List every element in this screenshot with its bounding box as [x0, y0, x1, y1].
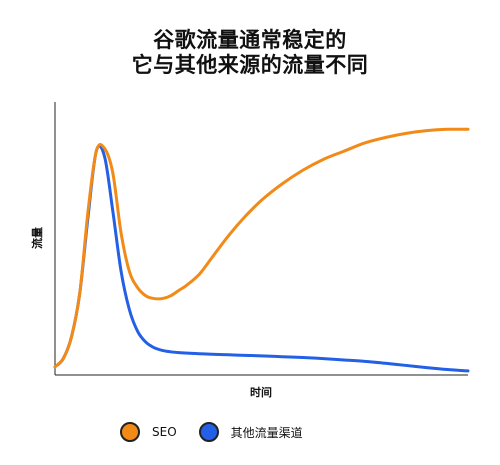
series-line-seo [53, 127, 470, 369]
legend-swatch-seo [120, 422, 140, 442]
x-axis-label: 时间 [250, 385, 272, 399]
series-layer [53, 127, 470, 373]
legend: SEO 其他流量渠道 [120, 420, 325, 444]
legend-item-other-channels: 其他流量渠道 [198, 422, 303, 442]
legend-label-seo: SEO [152, 425, 177, 439]
series-line-other-channels [53, 144, 470, 373]
y-axis-label: 流量 [30, 227, 44, 249]
legend-label-other-channels: 其他流量渠道 [230, 425, 303, 440]
chart-title: 谷歌流量通常稳定的 它与其他来源的流量不同 [0, 28, 500, 78]
legend-swatch-other-channels [198, 422, 219, 442]
legend-item-seo: SEO [120, 422, 177, 442]
chart-title-line-1: 谷歌流量通常稳定的 [153, 28, 347, 52]
chart-title-line-2: 它与其他来源的流量不同 [131, 53, 369, 77]
